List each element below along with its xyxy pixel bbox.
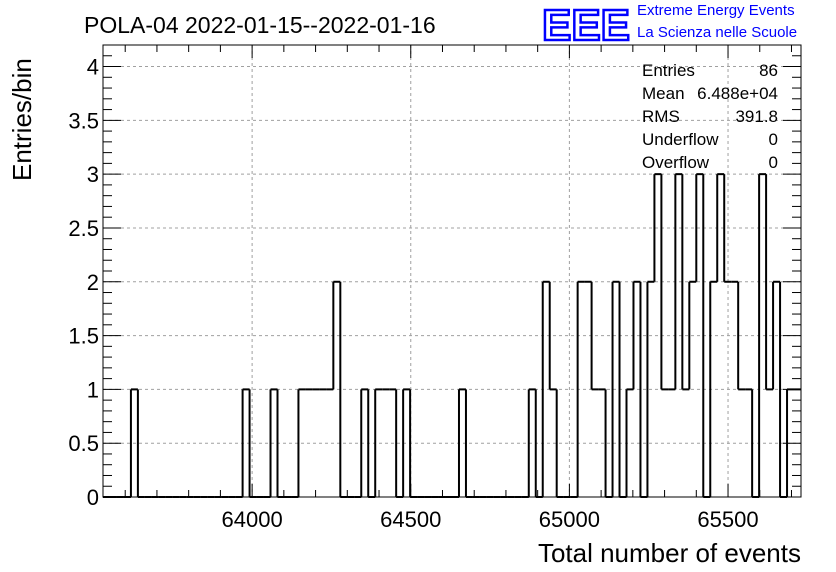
grid bbox=[103, 45, 801, 497]
histogram-series bbox=[103, 173, 801, 498]
stats-rms-label: RMS bbox=[642, 107, 680, 126]
y-tick-label: 3 bbox=[87, 162, 99, 187]
eee-logo: EEE bbox=[542, 2, 630, 44]
y-tick-label: 1.5 bbox=[68, 324, 99, 349]
logo-line-1: Extreme Energy Events bbox=[637, 2, 795, 19]
stats-mean-value: 6.488e+04 bbox=[697, 84, 778, 103]
stats-entries-label: Entries bbox=[642, 61, 695, 80]
stats-mean-label: Mean bbox=[642, 84, 685, 103]
x-axis-label: Total number of events bbox=[538, 538, 801, 568]
y-tick-label: 2 bbox=[87, 270, 99, 295]
stats-underflow-label: Underflow bbox=[642, 130, 719, 149]
eee-logo-mark: EEE bbox=[542, 2, 630, 44]
x-tick-label: 65000 bbox=[539, 507, 600, 532]
tick-labels: 64000 64500 65000 65500 0 0.5 1 1.5 2 2.5 3 3.5 4 bbox=[68, 55, 758, 532]
axis-ticks bbox=[103, 44, 801, 498]
y-tick-label: 1 bbox=[87, 377, 99, 402]
y-tick-label: 4 bbox=[87, 55, 99, 80]
y-tick-label: 0 bbox=[87, 485, 99, 510]
stats-rms-value: 391.8 bbox=[735, 107, 778, 126]
stats-box: Entries 86 Mean 6.488e+04 RMS 391.8 Unde… bbox=[642, 61, 778, 172]
y-tick-label: 3.5 bbox=[68, 108, 99, 133]
chart-title: POLA-04 2022-01-15--2022-01-16 bbox=[84, 12, 436, 38]
stats-entries-value: 86 bbox=[759, 61, 778, 80]
x-tick-label: 65500 bbox=[697, 507, 758, 532]
y-tick-label: 2.5 bbox=[68, 216, 99, 241]
x-tick-label: 64000 bbox=[222, 507, 283, 532]
logo-line-2: La Scienza nelle Scuole bbox=[637, 24, 798, 41]
x-tick-label: 64500 bbox=[380, 507, 441, 532]
stats-overflow-label: Overflow bbox=[642, 153, 710, 172]
y-axis-label: Entries/bin bbox=[7, 58, 37, 181]
stats-overflow-value: 0 bbox=[769, 153, 778, 172]
y-tick-label: 0.5 bbox=[68, 431, 99, 456]
stats-underflow-value: 0 bbox=[769, 130, 778, 149]
